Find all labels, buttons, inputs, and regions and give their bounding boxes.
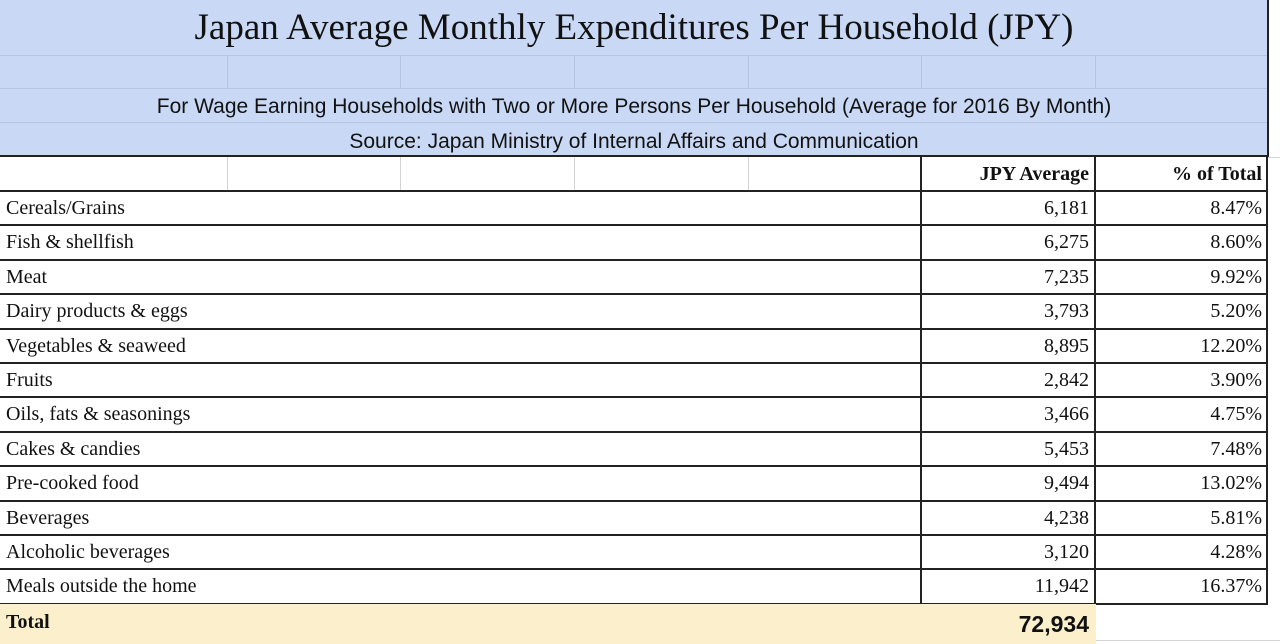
table-row: Oils, fats & seasonings 3,466 4.75% xyxy=(0,397,1268,431)
row-percent-value[interactable]: 7.48% xyxy=(1210,437,1262,460)
sheet-subtitle[interactable]: For Wage Earning Households with Two or … xyxy=(156,95,1112,118)
row-border xyxy=(0,362,1268,364)
table-row: Meals outside the home 11,942 16.37% xyxy=(0,569,1268,603)
grid-line xyxy=(1268,157,1280,158)
table-row: Vegetables & seaweed 8,895 12.20% xyxy=(0,329,1268,363)
row-jpy-value[interactable]: 3,466 xyxy=(1044,403,1089,426)
row-label[interactable]: Oils, fats & seasonings xyxy=(6,403,191,426)
row-border xyxy=(0,224,1268,227)
band-border xyxy=(1267,0,1269,158)
table-row: Dairy products & eggs 3,793 5.20% xyxy=(0,294,1268,328)
header-jpy-average[interactable]: JPY Average xyxy=(979,163,1089,185)
grid-line xyxy=(0,122,1268,123)
table-row: Fish & shellfish 6,275 8.60% xyxy=(0,225,1268,259)
total-row xyxy=(0,604,1096,644)
grid-line xyxy=(0,55,1268,56)
row-border xyxy=(0,190,1268,192)
row-label[interactable]: Pre-cooked food xyxy=(6,472,139,495)
row-border xyxy=(0,568,1268,571)
row-jpy-value[interactable]: 11,942 xyxy=(1034,575,1089,598)
column-border xyxy=(920,157,922,644)
grid-line xyxy=(1096,640,1280,641)
row-percent-value[interactable]: 5.20% xyxy=(1210,300,1262,323)
row-label[interactable]: Cereals/Grains xyxy=(6,197,125,219)
row-label[interactable]: Fish & shellfish xyxy=(6,231,134,254)
row-border xyxy=(0,396,1268,399)
row-percent-value[interactable]: 12.20% xyxy=(1200,334,1262,357)
row-jpy-value[interactable]: 6,275 xyxy=(1044,231,1089,254)
table-row: Cereals/Grains 6,181 8.47% xyxy=(0,191,1268,225)
table-row: Beverages 4,238 5.81% xyxy=(0,501,1268,535)
row-border xyxy=(0,499,1268,502)
total-label[interactable]: Total xyxy=(6,611,50,633)
row-label[interactable]: Vegetables & seaweed xyxy=(6,334,186,357)
column-border xyxy=(1094,157,1096,644)
table-row: Fruits 2,842 3.90% xyxy=(0,363,1268,397)
row-percent-value[interactable]: 8.47% xyxy=(1210,197,1262,219)
grid-line xyxy=(400,55,401,88)
row-percent-value[interactable]: 8.60% xyxy=(1210,231,1262,254)
row-percent-value[interactable]: 4.75% xyxy=(1210,403,1262,426)
row-label[interactable]: Alcoholic beverages xyxy=(6,541,170,563)
band-border xyxy=(0,155,1269,157)
row-border xyxy=(0,465,1268,468)
row-label[interactable]: Beverages xyxy=(6,506,90,529)
row-jpy-value[interactable]: 9,494 xyxy=(1044,472,1089,495)
row-label[interactable]: Fruits xyxy=(6,369,53,391)
row-jpy-value[interactable]: 8,895 xyxy=(1044,334,1089,357)
row-jpy-value[interactable]: 3,120 xyxy=(1044,541,1089,563)
grid-line xyxy=(1095,55,1096,88)
row-label[interactable]: Meat xyxy=(6,265,48,288)
row-border xyxy=(0,258,1268,261)
row-jpy-value[interactable]: 4,238 xyxy=(1044,506,1089,529)
sheet-title[interactable]: Japan Average Monthly Expenditures Per H… xyxy=(194,7,1074,48)
table-row: Cakes & candies 5,453 7.48% xyxy=(0,432,1268,466)
table-row: Meat 7,235 9.92% xyxy=(0,260,1268,294)
row-border xyxy=(0,293,1268,296)
grid-line xyxy=(400,157,401,191)
grid-line xyxy=(227,157,228,191)
grid-line xyxy=(748,157,749,191)
row-percent-value[interactable]: 9.92% xyxy=(1210,265,1262,288)
row-percent-value[interactable]: 16.37% xyxy=(1200,575,1262,598)
table-row: Alcoholic beverages 3,120 4.28% xyxy=(0,535,1268,569)
row-jpy-value[interactable]: 3,793 xyxy=(1044,300,1089,323)
grid-line xyxy=(227,55,228,88)
row-jpy-value[interactable]: 6,181 xyxy=(1044,197,1089,219)
grid-line xyxy=(574,157,575,191)
header-band xyxy=(0,0,1268,157)
row-percent-value[interactable]: 3.90% xyxy=(1210,369,1262,391)
grid-line xyxy=(748,55,749,88)
row-percent-value[interactable]: 5.81% xyxy=(1210,506,1262,529)
grid-line xyxy=(921,55,922,88)
row-jpy-value[interactable]: 7,235 xyxy=(1044,265,1089,288)
header-percent-of-total[interactable]: % of Total xyxy=(1171,163,1262,185)
row-percent-value[interactable]: 4.28% xyxy=(1210,541,1262,563)
total-jpy-value[interactable]: 72,934 xyxy=(1018,611,1089,637)
row-label[interactable]: Cakes & candies xyxy=(6,437,141,460)
row-percent-value[interactable]: 13.02% xyxy=(1200,472,1262,495)
row-jpy-value[interactable]: 5,453 xyxy=(1044,437,1089,460)
sheet-source[interactable]: Source: Japan Ministry of Internal Affai… xyxy=(349,130,919,153)
column-border xyxy=(1266,157,1268,604)
row-label[interactable]: Dairy products & eggs xyxy=(6,300,188,323)
grid-line xyxy=(574,55,575,88)
row-jpy-value[interactable]: 2,842 xyxy=(1044,369,1089,391)
row-label[interactable]: Meals outside the home xyxy=(6,575,197,598)
row-border xyxy=(0,430,1268,433)
row-border xyxy=(0,327,1268,330)
grid-line xyxy=(0,88,1268,89)
table-row: Pre-cooked food 9,494 13.02% xyxy=(0,466,1268,500)
row-border xyxy=(0,534,1268,536)
table-header-row: JPY Average % of Total xyxy=(0,157,1268,191)
row-border xyxy=(0,602,1268,605)
